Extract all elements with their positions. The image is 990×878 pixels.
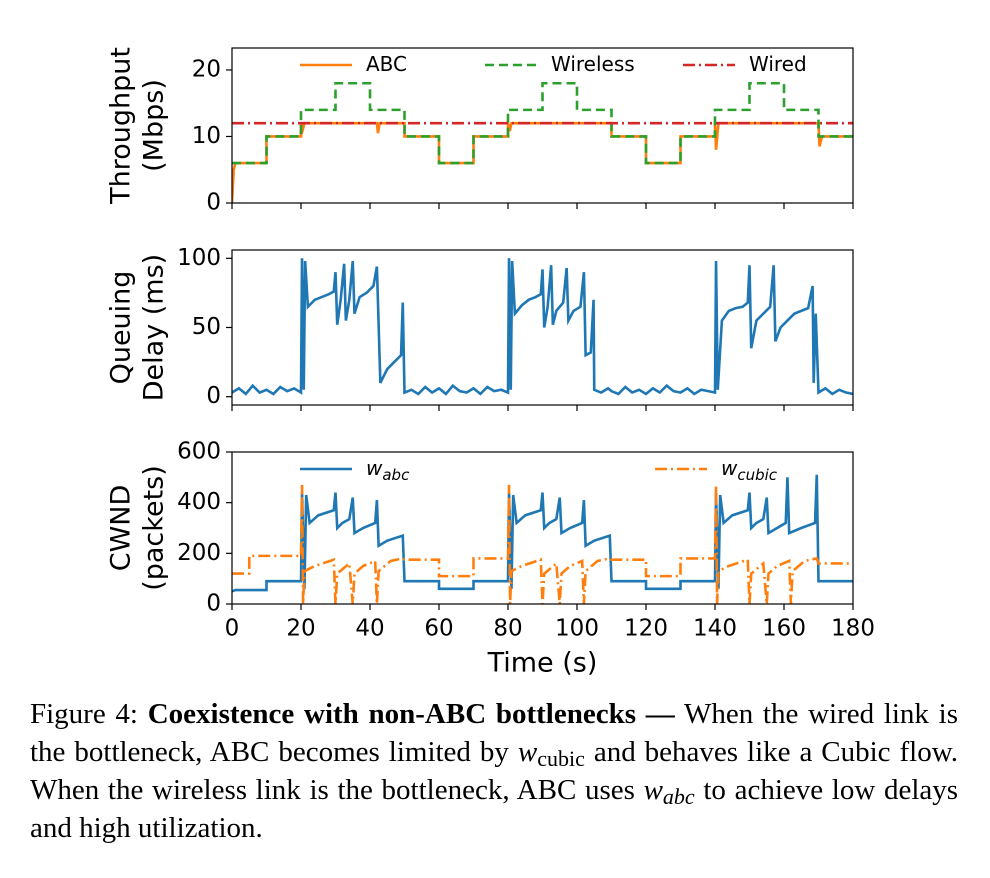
x-tick-label: 160 — [762, 616, 806, 642]
legend-label: wcubic — [721, 456, 778, 484]
plot-frame — [231, 47, 854, 204]
x-tick-label: 0 — [225, 616, 240, 642]
series-line — [232, 474, 853, 593]
legend-name: Wired — [749, 52, 807, 76]
legend-name: ABC — [366, 52, 407, 76]
caption-label: Figure 4: — [30, 698, 138, 730]
x-tick-label: 180 — [831, 616, 875, 642]
x-tick-label: 80 — [493, 616, 522, 642]
legend-name: w — [721, 456, 738, 480]
x-tick-label: 20 — [286, 616, 315, 642]
y-axis-label: Queuing — [106, 271, 137, 385]
x-tick-label: 120 — [624, 616, 668, 642]
legend-subscript: cubic — [737, 466, 777, 484]
y-tick-label: 50 — [192, 314, 221, 340]
caption-sub: cubic — [537, 746, 585, 771]
y-tick-label: 0 — [206, 383, 221, 409]
x-axis-label: Time (s) — [487, 648, 598, 679]
x-tick-label: 140 — [693, 616, 737, 642]
legend-name: w — [366, 456, 383, 480]
y-tick-label: 0 — [206, 190, 221, 216]
series-line — [232, 258, 853, 396]
caption-var: w — [643, 774, 663, 806]
y-axis-label: Throughput — [106, 47, 137, 205]
y-axis-label: Delay (ms) — [139, 254, 170, 401]
legend-label: wabc — [366, 456, 410, 484]
plot-frame — [231, 451, 854, 605]
y-tick-label: 0 — [206, 591, 221, 617]
x-tick-label: 100 — [555, 616, 599, 642]
series-line — [232, 81, 853, 165]
caption-text: and behaves like a Cubic flow. When the … — [30, 736, 959, 806]
legend-label: Wireless — [551, 52, 635, 76]
caption-var: w — [517, 736, 538, 768]
caption-text: When the wired link is the bottleneck, A… — [30, 698, 958, 768]
x-tick-label: 60 — [424, 616, 453, 642]
y-tick-label: 400 — [177, 489, 221, 515]
legend-subscript: abc — [382, 466, 410, 484]
legend-label: Wired — [749, 52, 807, 76]
y-tick-label: 200 — [177, 540, 221, 566]
y-axis-label: (packets) — [139, 465, 170, 591]
legend-label: ABC — [366, 52, 407, 76]
series-line — [232, 484, 853, 604]
y-axis-label: CWND — [106, 485, 137, 572]
chart: 0 10 20 Throughput (Mbps) ABC Wireless Wired 0 50… — [106, 47, 875, 679]
caption-text: to achieve low delays and high utilizati… — [30, 774, 959, 844]
caption-sub-text: abc — [662, 784, 695, 809]
caption-heading: Coexistence with non-ABC bottlenecks — — [147, 698, 675, 730]
caption: Figure 4: Coexistence with non-ABC bottl… — [30, 695, 958, 847]
y-tick-label: 10 — [192, 123, 221, 149]
y-axis-label: (Mbps) — [139, 79, 170, 172]
y-tick-label: 100 — [177, 245, 221, 271]
y-tick-label: 600 — [177, 439, 221, 465]
x-tick-label: 40 — [355, 616, 384, 642]
legend-name: Wireless — [551, 52, 635, 76]
series-line — [232, 121, 853, 203]
y-tick-label: 20 — [192, 56, 221, 82]
caption-sub: abc — [663, 784, 695, 809]
